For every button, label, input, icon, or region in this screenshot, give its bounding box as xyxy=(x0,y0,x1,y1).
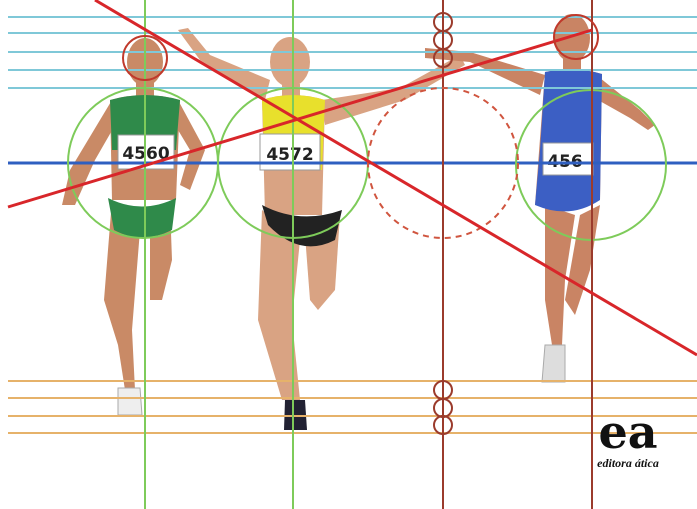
logo-mark: ea xyxy=(598,405,657,459)
photo-composition: 4560 4572 456 xyxy=(0,0,697,509)
publisher-logo: ea editora ática xyxy=(597,405,659,470)
logo-name: editora ática xyxy=(597,456,659,470)
